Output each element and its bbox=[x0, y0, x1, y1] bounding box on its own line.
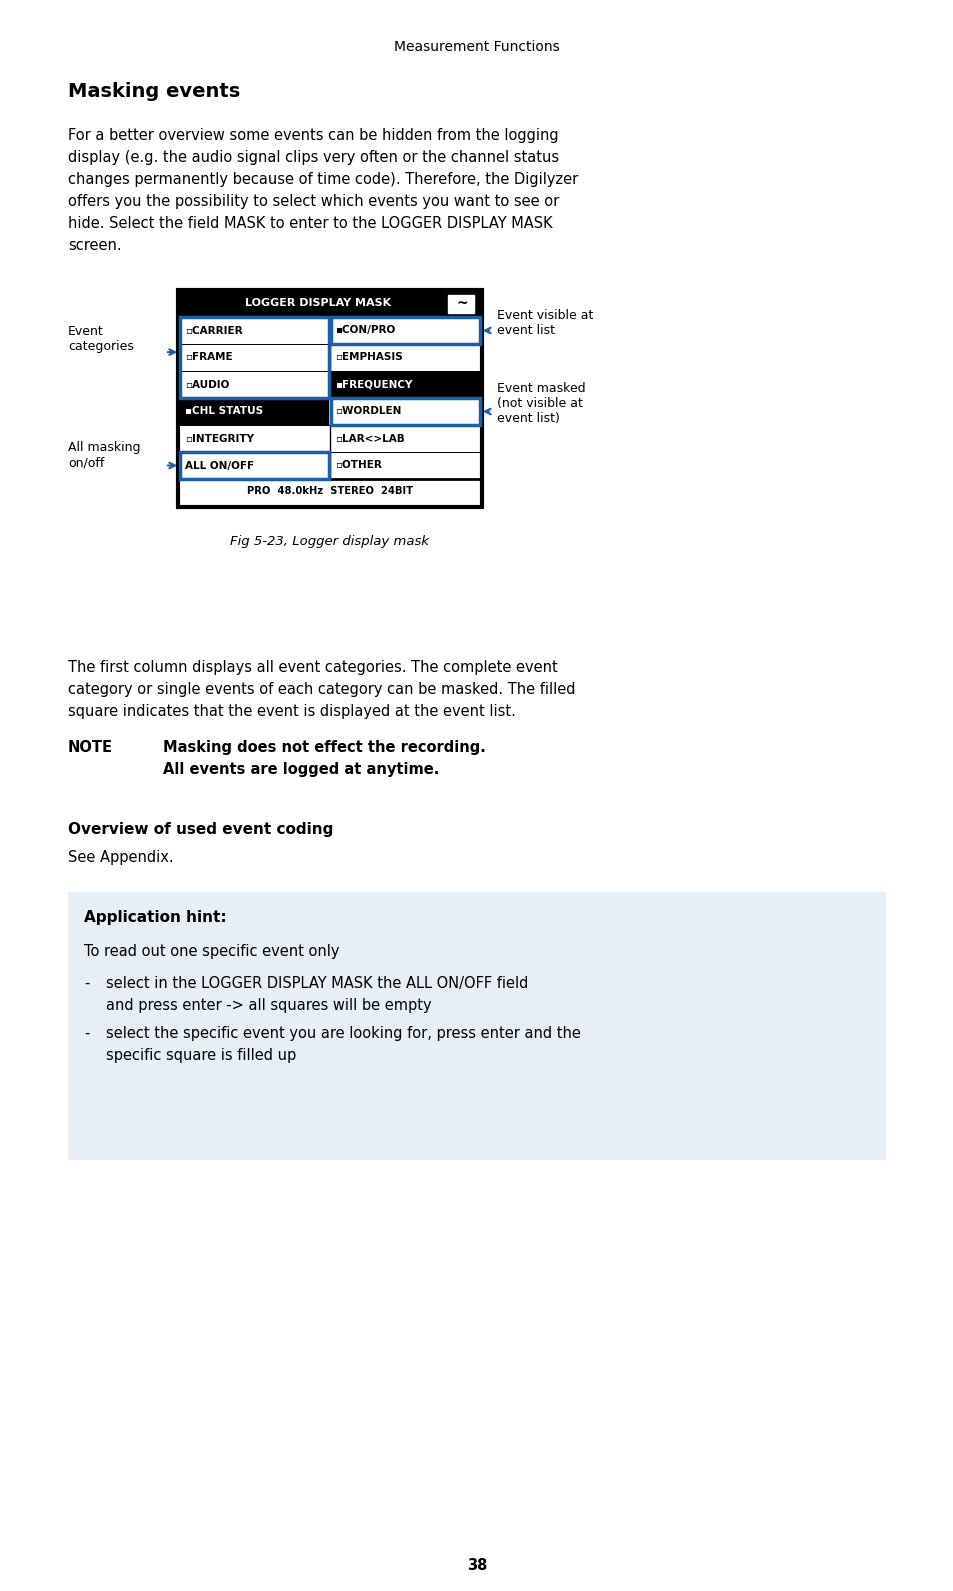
Text: screen.: screen. bbox=[68, 239, 121, 253]
Text: -: - bbox=[84, 1026, 90, 1041]
Text: Event masked
(not visible at
event list): Event masked (not visible at event list) bbox=[497, 382, 585, 425]
Text: Event visible at
event list: Event visible at event list bbox=[497, 309, 593, 337]
Text: Masking does not effect the recording.: Masking does not effect the recording. bbox=[163, 740, 485, 756]
Text: ▫INTEGRITY: ▫INTEGRITY bbox=[185, 433, 253, 444]
Text: offers you the possibility to select which events you want to see or: offers you the possibility to select whi… bbox=[68, 194, 558, 208]
Text: hide. Select the field MASK to enter to the LOGGER DISPLAY MASK: hide. Select the field MASK to enter to … bbox=[68, 216, 552, 231]
Text: ▪FREQUENCY: ▪FREQUENCY bbox=[335, 380, 412, 390]
Text: Masking events: Masking events bbox=[68, 83, 240, 100]
Text: Fig 5-23, Logger display mask: Fig 5-23, Logger display mask bbox=[231, 535, 429, 547]
Text: PRO  48.0kHz  STEREO  24BIT: PRO 48.0kHz STEREO 24BIT bbox=[247, 485, 413, 496]
Text: To read out one specific event only: To read out one specific event only bbox=[84, 943, 339, 959]
Text: Event
categories: Event categories bbox=[68, 325, 133, 353]
Bar bbox=[180, 317, 329, 398]
Text: ~: ~ bbox=[456, 296, 467, 310]
Bar bbox=[68, 893, 885, 1160]
Text: category or single events of each category can be masked. The filled: category or single events of each catego… bbox=[68, 683, 575, 697]
Text: ▫AUDIO: ▫AUDIO bbox=[185, 380, 229, 390]
Text: See Appendix.: See Appendix. bbox=[68, 850, 173, 866]
Text: select the specific event you are looking for, press enter and the: select the specific event you are lookin… bbox=[106, 1026, 580, 1041]
Bar bbox=[178, 290, 481, 317]
Text: Overview of used event coding: Overview of used event coding bbox=[68, 823, 333, 837]
Text: Application hint:: Application hint: bbox=[84, 910, 227, 924]
Text: The first column displays all event categories. The complete event: The first column displays all event cate… bbox=[68, 660, 558, 675]
Text: For a better overview some events can be hidden from the logging: For a better overview some events can be… bbox=[68, 127, 558, 143]
Text: All events are logged at anytime.: All events are logged at anytime. bbox=[163, 762, 439, 776]
Text: ▫CARRIER: ▫CARRIER bbox=[185, 326, 242, 336]
Text: ▫LAR<>LAB: ▫LAR<>LAB bbox=[335, 433, 404, 444]
Text: NOTE: NOTE bbox=[68, 740, 112, 756]
Text: Measurement Functions: Measurement Functions bbox=[394, 40, 559, 54]
Text: ▪CHL STATUS: ▪CHL STATUS bbox=[185, 406, 263, 417]
Bar bbox=[448, 294, 474, 312]
Text: specific square is filled up: specific square is filled up bbox=[106, 1048, 296, 1063]
Text: ALL ON/OFF: ALL ON/OFF bbox=[185, 460, 253, 471]
Bar bbox=[331, 371, 479, 398]
Text: ▫WORDLEN: ▫WORDLEN bbox=[335, 406, 401, 417]
Text: ▪CON/PRO: ▪CON/PRO bbox=[335, 326, 395, 336]
Text: All masking
on/off: All masking on/off bbox=[68, 441, 140, 469]
Text: ▫FRAME: ▫FRAME bbox=[185, 353, 233, 363]
Bar bbox=[331, 398, 479, 425]
Text: square indicates that the event is displayed at the event list.: square indicates that the event is displ… bbox=[68, 703, 516, 719]
Text: ▫OTHER: ▫OTHER bbox=[335, 460, 381, 471]
Text: changes permanently because of time code). Therefore, the Digilyzer: changes permanently because of time code… bbox=[68, 172, 578, 188]
Text: and press enter -> all squares will be empty: and press enter -> all squares will be e… bbox=[106, 998, 431, 1013]
Text: 38: 38 bbox=[466, 1558, 487, 1573]
Text: select in the LOGGER DISPLAY MASK the ALL ON/OFF field: select in the LOGGER DISPLAY MASK the AL… bbox=[106, 975, 528, 991]
Text: ▫EMPHASIS: ▫EMPHASIS bbox=[335, 353, 402, 363]
Text: display (e.g. the audio signal clips very often or the channel status: display (e.g. the audio signal clips ver… bbox=[68, 150, 558, 165]
Bar bbox=[180, 452, 329, 479]
Text: -: - bbox=[84, 975, 90, 991]
Bar bbox=[178, 290, 481, 508]
Bar bbox=[180, 398, 329, 425]
Bar bbox=[331, 317, 479, 344]
Text: LOGGER DISPLAY MASK: LOGGER DISPLAY MASK bbox=[245, 299, 391, 309]
